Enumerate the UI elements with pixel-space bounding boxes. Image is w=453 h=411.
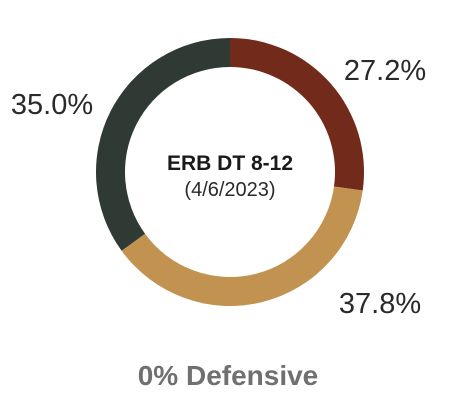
slice-label-3: 35.0% bbox=[11, 89, 93, 121]
chart-footer: 0% Defensive bbox=[138, 360, 319, 391]
donut-slice-1 bbox=[230, 38, 364, 191]
slice-label-2: 37.8% bbox=[339, 288, 421, 320]
donut-slice-3 bbox=[96, 38, 230, 251]
slice-labels: 27.2% 37.8% 35.0% bbox=[11, 55, 426, 320]
chart-subtitle: (4/6/2023) bbox=[184, 179, 275, 201]
donut-slices bbox=[96, 38, 364, 306]
slice-label-1: 27.2% bbox=[344, 55, 426, 87]
donut-slice-2 bbox=[121, 186, 363, 306]
chart-title: ERB DT 8-12 bbox=[167, 152, 293, 175]
